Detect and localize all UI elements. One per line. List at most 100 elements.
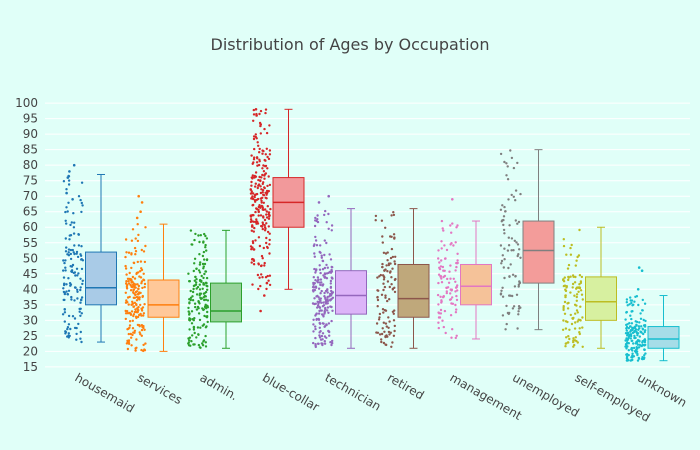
- data-point: [259, 264, 263, 268]
- data-point: [141, 286, 144, 290]
- data-point: [564, 294, 567, 297]
- data-point: [131, 228, 135, 231]
- data-point: [268, 274, 272, 277]
- data-point: [268, 232, 271, 235]
- data-point: [319, 278, 323, 281]
- data-point: [519, 306, 522, 309]
- data-point: [189, 344, 192, 347]
- data-point: [77, 233, 81, 236]
- data-point: [578, 331, 581, 334]
- data-point: [329, 279, 333, 283]
- box-retired[interactable]: [397, 263, 430, 318]
- data-point: [74, 274, 77, 277]
- data-point: [138, 313, 141, 317]
- data-point: [313, 282, 316, 285]
- data-point: [503, 247, 506, 250]
- data-point: [387, 316, 390, 319]
- data-point: [323, 291, 326, 295]
- data-point: [502, 215, 506, 218]
- data-point: [255, 161, 259, 164]
- box-unemployed[interactable]: [522, 220, 555, 284]
- data-point: [139, 333, 142, 336]
- data-point: [130, 281, 133, 284]
- data-point: [206, 299, 210, 302]
- data-point: [66, 326, 70, 329]
- data-point: [456, 224, 459, 227]
- data-point: [76, 274, 79, 277]
- data-point: [260, 188, 263, 191]
- data-point: [451, 328, 454, 331]
- data-point: [69, 284, 72, 287]
- data-point: [326, 299, 330, 303]
- data-point: [188, 302, 191, 305]
- data-point: [268, 238, 271, 242]
- data-point: [319, 309, 322, 312]
- data-point: [192, 287, 195, 291]
- data-point: [125, 342, 129, 345]
- data-point: [499, 292, 503, 295]
- data-point: [624, 318, 627, 321]
- y-tick-label-85: 85: [23, 143, 38, 157]
- data-point: [330, 265, 333, 269]
- data-point: [450, 231, 453, 234]
- data-point: [257, 210, 260, 214]
- data-point: [644, 319, 647, 323]
- data-point: [384, 322, 388, 325]
- data-point: [73, 317, 77, 320]
- data-point: [263, 158, 266, 162]
- points-management: [436, 198, 459, 340]
- data-point: [68, 238, 71, 241]
- data-point: [143, 285, 146, 289]
- data-point: [638, 327, 641, 330]
- box-self-employed[interactable]: [585, 276, 617, 321]
- data-point: [566, 307, 570, 310]
- data-point: [627, 349, 630, 352]
- data-point: [391, 255, 395, 259]
- data-point: [388, 333, 391, 336]
- data-point: [197, 300, 200, 303]
- data-point: [261, 257, 264, 260]
- data-point: [133, 246, 137, 250]
- data-point: [191, 299, 195, 302]
- data-point: [393, 324, 396, 328]
- box-technician[interactable]: [335, 270, 367, 315]
- data-point: [569, 291, 572, 294]
- data-point: [252, 158, 256, 161]
- data-point: [265, 191, 269, 195]
- data-point: [131, 283, 135, 287]
- data-point: [391, 288, 394, 291]
- data-point: [571, 282, 575, 286]
- data-point: [517, 313, 520, 316]
- data-point: [326, 306, 330, 309]
- data-point: [512, 195, 515, 198]
- data-point: [382, 251, 386, 254]
- data-point: [263, 177, 266, 180]
- data-point: [321, 284, 324, 287]
- data-point: [129, 289, 133, 292]
- data-point: [331, 339, 334, 343]
- data-point: [202, 240, 205, 243]
- data-point: [636, 334, 639, 337]
- data-point: [635, 330, 638, 334]
- data-point: [375, 322, 379, 325]
- data-point: [204, 345, 208, 348]
- data-point: [254, 239, 257, 242]
- data-point: [564, 345, 567, 348]
- data-point: [313, 297, 316, 300]
- data-point: [625, 343, 628, 346]
- points-self-employed: [561, 228, 584, 348]
- data-point: [66, 210, 69, 213]
- data-point: [62, 282, 66, 285]
- box-services[interactable]: [147, 279, 180, 318]
- data-point: [195, 267, 198, 270]
- data-point: [514, 275, 517, 278]
- data-point: [510, 249, 513, 252]
- box-management[interactable]: [460, 263, 492, 306]
- box-admin.[interactable]: [210, 282, 242, 323]
- data-point: [507, 266, 510, 270]
- data-point: [631, 352, 634, 355]
- data-point: [197, 333, 200, 336]
- box-unknown[interactable]: [647, 326, 680, 349]
- box-housemaid[interactable]: [85, 251, 117, 306]
- data-point: [65, 188, 68, 191]
